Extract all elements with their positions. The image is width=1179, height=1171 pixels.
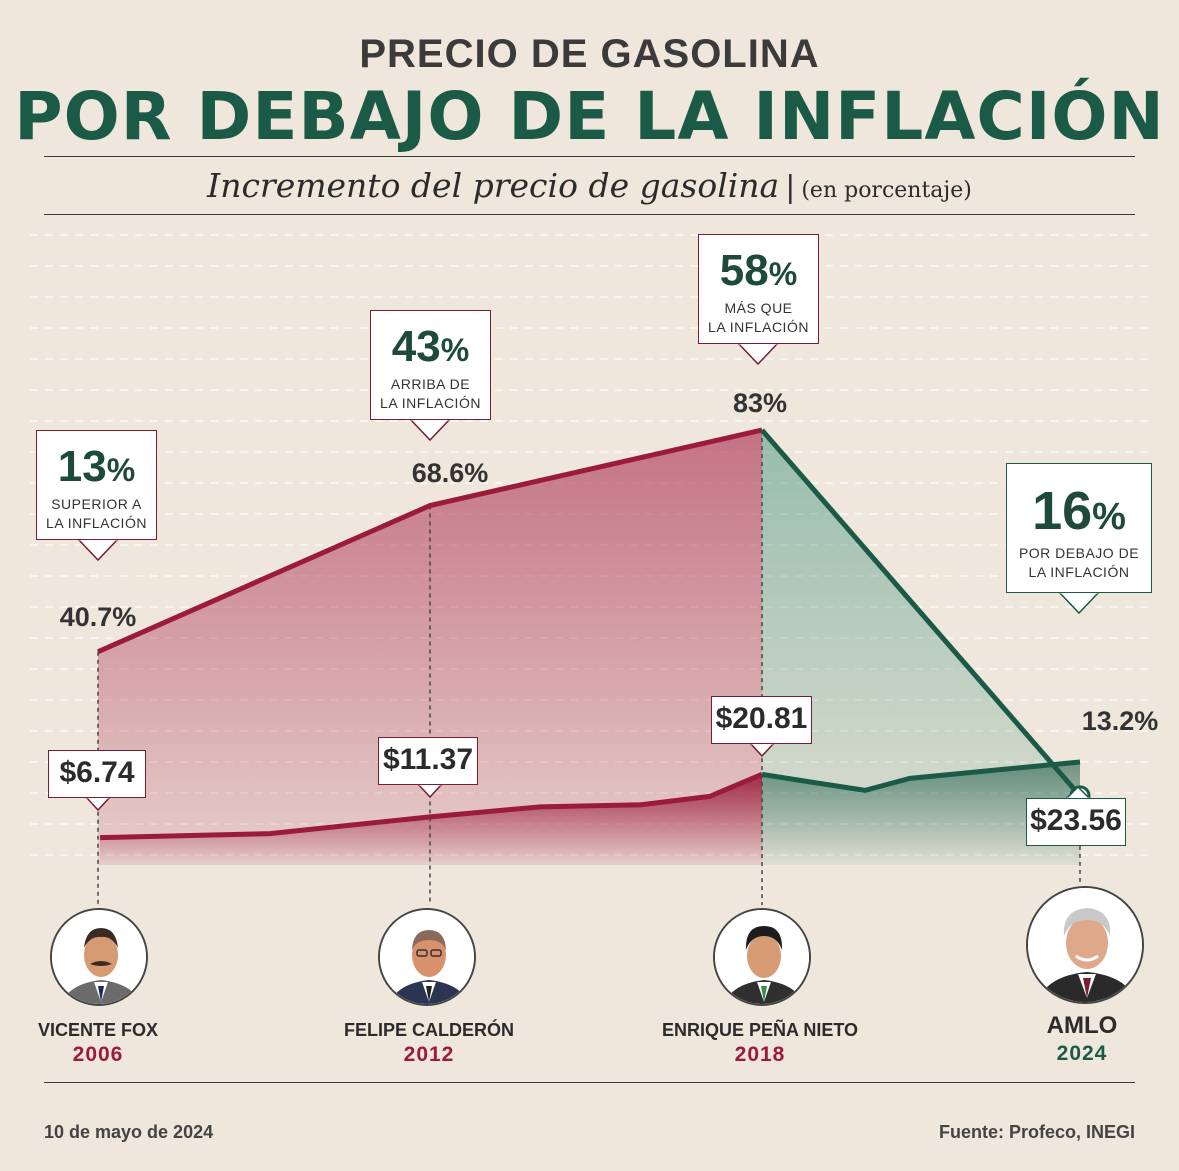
area-fills bbox=[98, 430, 1080, 865]
callout-2018-line1: MÁS QUE bbox=[724, 300, 793, 316]
subtitle: Incremento del precio de gasolina | (en po… bbox=[0, 166, 1179, 205]
president-year: 2024 bbox=[1056, 1042, 1108, 1065]
callout-tail bbox=[1057, 591, 1101, 615]
header-rule-top bbox=[44, 156, 1135, 157]
callout-2012: 43% ARRIBA DE LA INFLACIÓN bbox=[370, 310, 491, 420]
president-name: FELIPE CALDERÓN bbox=[343, 1020, 514, 1040]
callout-2012-line1: ARRIBA DE bbox=[390, 376, 471, 392]
value-label-2006: 40.7% bbox=[59, 601, 137, 632]
price-2018: $20.81 bbox=[711, 696, 812, 744]
pct-line-green bbox=[760, 428, 1082, 798]
callout-tail bbox=[736, 342, 780, 366]
callout-2018: 58% MÁS QUE LA INFLACIÓN bbox=[698, 234, 819, 344]
president-vicente-fox: VICENTE FOX 2006 bbox=[0, 1020, 208, 1067]
footer-date: 10 de mayo de 2024 bbox=[44, 1122, 214, 1142]
president-year: 2018 bbox=[734, 1043, 786, 1066]
callout-2012-pct: % bbox=[440, 332, 470, 368]
callout-2024-number: 16 bbox=[1032, 481, 1093, 541]
value-label-2012: 68.6% bbox=[411, 457, 489, 488]
callout-2024-line2: LA INFLACIÓN bbox=[1028, 564, 1130, 580]
callout-2006-pct: % bbox=[106, 452, 136, 488]
value-label-2024: 13.2% bbox=[1081, 705, 1159, 736]
callout-2006-line2: LA INFLACIÓN bbox=[46, 515, 147, 531]
callout-2024: 16% POR DEBAJO DE LA INFLACIÓN bbox=[1006, 463, 1152, 593]
title-top: PRECIO DE GASOLINA bbox=[359, 32, 820, 76]
avatar-amlo bbox=[1026, 886, 1144, 1004]
callout-2018-line2: LA INFLACIÓN bbox=[708, 319, 809, 335]
callout-2006-number: 13 bbox=[57, 442, 107, 491]
avatar-felipe-calderon bbox=[378, 908, 476, 1006]
callout-tail bbox=[76, 538, 120, 562]
avatar-vicente-fox bbox=[50, 908, 148, 1006]
callout-tail bbox=[408, 418, 452, 442]
callout-2012-line2: LA INFLACIÓN bbox=[380, 395, 481, 411]
price-line-green bbox=[761, 759, 1081, 793]
title-main: POR DEBAJO DE LA INFLACIÓN bbox=[14, 78, 1165, 155]
president-enrique-pena-nieto: ENRIQUE PEÑA NIETO 2018 bbox=[650, 1020, 870, 1067]
president-year: 2012 bbox=[403, 1043, 455, 1066]
president-felipe-calderon: FELIPE CALDERÓN 2012 bbox=[319, 1020, 539, 1067]
subtitle-unit: (en porcentaje) bbox=[801, 178, 972, 203]
area-red bbox=[98, 430, 762, 865]
footer-rule bbox=[44, 1082, 1135, 1083]
president-name: AMLO bbox=[1046, 1012, 1118, 1039]
president-name: ENRIQUE PEÑA NIETO bbox=[661, 1020, 859, 1040]
president-year: 2006 bbox=[72, 1043, 124, 1066]
header-rule-bottom bbox=[44, 214, 1135, 215]
price-2006: $6.74 bbox=[48, 750, 146, 798]
callout-2024-line1: POR DEBAJO DE bbox=[1018, 545, 1140, 561]
president-name: VICENTE FOX bbox=[37, 1020, 158, 1040]
pct-line-red bbox=[96, 427, 763, 655]
footer-source: Fuente: Profeco, INEGI bbox=[938, 1122, 1135, 1142]
callout-2018-pct: % bbox=[768, 256, 798, 292]
callout-2006-line1: SUPERIOR A bbox=[51, 496, 142, 512]
area-green bbox=[762, 430, 1080, 865]
drop-lines bbox=[97, 430, 1081, 905]
price-2012: $11.37 bbox=[378, 737, 478, 785]
price-2024: $23.56 bbox=[1026, 798, 1126, 846]
series-lines bbox=[76, 341, 1101, 841]
callout-2006: 13% SUPERIOR A LA INFLACIÓN bbox=[36, 430, 157, 540]
price-area-red bbox=[100, 774, 762, 865]
callout-2012-number: 43 bbox=[391, 322, 441, 371]
price-line-red bbox=[99, 772, 763, 841]
subtitle-separator: | bbox=[785, 170, 796, 205]
value-label-2018: 83% bbox=[732, 388, 788, 419]
avatar-enrique-pena-nieto bbox=[713, 908, 811, 1006]
president-amlo: AMLO 2024 bbox=[972, 1012, 1179, 1066]
subtitle-text: Incremento del precio de gasolina bbox=[207, 166, 780, 205]
callout-2024-pct: % bbox=[1092, 496, 1126, 538]
callout-2018-number: 58 bbox=[719, 246, 769, 295]
